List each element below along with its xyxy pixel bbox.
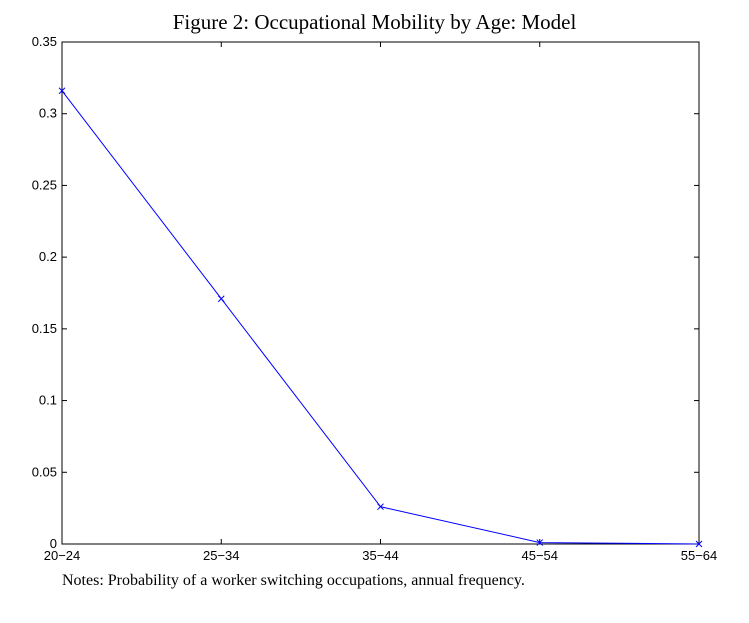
y-tick-label: 0.25 — [32, 177, 57, 192]
x-tick-label: 20−24 — [44, 548, 81, 563]
x-axis: 20−24 25−34 35−44 45−54 55−64 — [44, 42, 718, 563]
figure-title: Figure 2: Occupational Mobility by Age: … — [172, 10, 577, 34]
y-tick-label: 0.2 — [39, 249, 57, 264]
data-point-marker — [58, 87, 66, 95]
y-tick-label: 0.1 — [39, 393, 57, 408]
x-tick-label: 35−44 — [362, 548, 399, 563]
data-point-marker — [217, 295, 225, 303]
y-tick-label: 0.15 — [32, 321, 57, 336]
series-line — [61, 90, 700, 545]
marker-stroke — [695, 540, 703, 548]
marker-stroke — [58, 87, 66, 95]
marker-stroke — [217, 295, 225, 303]
marker-stroke — [377, 503, 384, 511]
y-tick-label: 0.35 — [32, 34, 57, 49]
data-point-marker — [377, 503, 384, 511]
plot-frame — [61, 41, 700, 545]
data-point-marker — [695, 540, 703, 548]
series-layer — [58, 87, 703, 548]
y-tick-label: 0.3 — [39, 106, 57, 121]
x-tick-label: 25−34 — [203, 548, 240, 563]
figure-notes: Notes: Probability of a worker switching… — [62, 572, 525, 589]
y-tick-label: 0 — [50, 536, 57, 551]
marker-stroke — [536, 539, 544, 546]
x-tick-label: 45−54 — [521, 548, 558, 563]
x-tick-label: 55−64 — [681, 548, 718, 563]
y-axis: 0 0.05 0.1 0.15 0.2 0.25 0.3 0.35 — [32, 34, 699, 551]
y-tick-label: 0.05 — [32, 464, 57, 479]
data-point-marker — [536, 539, 544, 546]
